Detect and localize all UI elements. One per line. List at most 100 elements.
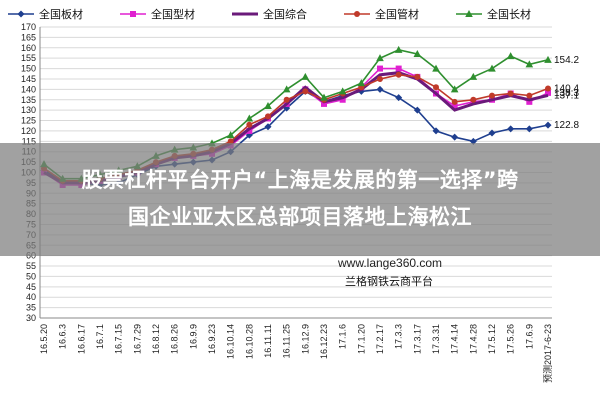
x-tick-label: 17.5.12 [487,324,497,354]
data-point [432,64,440,72]
end-value-label: 154.2 [554,55,579,66]
headline-line-1: 股票杠杆平台开户“上海是发展的第一选择”跨 [81,168,519,192]
y-tick-label: 40 [26,292,36,302]
x-tick-label: 17.4.14 [450,324,460,354]
x-tick-label: 16.10.28 [244,324,254,359]
data-point [227,138,234,145]
x-tick-label: 16.8.12 [151,324,161,354]
x-tick-label: 16.8.26 [170,324,180,354]
data-point [17,10,25,18]
data-point [377,75,383,82]
x-tick-label: 16.6.17 [76,324,86,354]
x-tick-label: 预测2017-6-23 [543,324,553,383]
data-point [395,71,402,78]
legend-label: 全国型材 [151,7,195,21]
x-tick-label: 17.2.17 [375,324,385,354]
data-point [469,72,478,80]
watermark-url: www.lange360.com [337,256,442,270]
data-point [432,127,440,135]
data-point [545,85,551,92]
y-tick-label: 125 [21,116,36,126]
x-tick-label: 17.3.17 [412,324,422,354]
headline-overlay: 股票杠杆平台开户“上海是发展的第一选择”跨 国企业亚太区总部项目落地上海松江 [0,143,600,256]
x-tick-label: 16.7.15 [114,324,124,354]
data-point [226,131,235,139]
y-tick-label: 50 [26,271,36,281]
headline-line-2: 国企业亚太区总部项目落地上海松江 [128,205,472,229]
data-point [130,11,136,17]
x-tick-label: 16.9.23 [207,324,217,354]
y-tick-label: 55 [26,261,36,271]
data-point [301,72,310,80]
data-point [264,123,272,131]
data-point [451,102,458,109]
x-tick-label: 16.7.1 [95,324,105,349]
y-tick-label: 30 [26,313,36,323]
x-tick-label: 17.1.6 [338,324,348,349]
x-tick-label: 16.9.9 [188,324,198,349]
data-point [395,65,402,72]
x-axis-ticks: 16.5.20 16.6.3 16.6.17 16.7.1 16.7.15 16.7.29… [39,324,553,383]
end-value-label: 138.3 [554,88,579,99]
x-tick-label: 16.6.3 [58,324,68,349]
legend-item: 全国长材 [456,7,531,21]
data-point [414,73,421,80]
data-point [338,87,347,95]
data-point [395,94,403,102]
data-point [470,96,477,103]
data-point [488,129,496,137]
data-point [526,92,533,99]
data-point [507,90,514,97]
data-point [283,96,290,103]
x-tick-label: 17.4.28 [468,324,478,354]
data-point [282,85,291,93]
data-point [545,89,551,96]
data-point [246,127,253,134]
data-point [245,114,254,122]
data-point [339,96,346,103]
data-point [264,101,272,109]
legend-label: 全国综合 [263,7,307,21]
data-point [302,88,309,95]
data-point [246,121,253,128]
legend-item: 全国综合 [232,7,307,21]
y-tick-label: 140 [21,84,36,94]
x-tick-label: 17.1.20 [356,324,366,354]
data-point [488,64,496,72]
end-value-label: 137.1 [554,90,579,101]
y-tick-label: 135 [21,95,36,105]
data-point [320,93,328,101]
x-tick-label: 17.5.26 [506,324,516,354]
data-point [506,52,515,60]
legend-label: 全国板材 [39,7,83,21]
end-value-label: 122.8 [554,120,579,131]
legend-label: 全国长材 [487,7,531,21]
y-tick-label: 165 [21,32,36,42]
y-tick-label: 150 [21,64,36,74]
legend-item: 全国管材 [344,7,419,21]
data-point [544,121,552,129]
data-point [544,55,552,63]
data-point [394,45,403,53]
data-point [525,60,534,68]
x-tick-label: 16.12.9 [300,324,310,354]
legend: 全国板材 全国型材 全国综合 全国管材 全国长材 [8,7,531,21]
legend-item: 全国板材 [8,7,83,21]
data-point [265,113,271,120]
data-point [525,125,533,133]
data-point [357,79,366,87]
data-point [465,10,473,17]
legend-label: 全国管材 [375,7,419,21]
x-tick-label: 16.11.25 [282,324,292,358]
x-tick-label: 17.6.9 [524,324,534,349]
data-point [413,106,421,114]
y-tick-label: 35 [26,303,36,313]
data-point [413,50,422,58]
data-point [507,125,515,133]
end-value-label: 140.4 [554,84,579,95]
watermark-name: 兰格钢铁云商平台 [345,274,433,288]
y-tick-label: 120 [21,126,36,136]
x-tick-label: 17.3.31 [431,324,441,354]
data-point [489,92,495,99]
data-point [377,65,383,72]
